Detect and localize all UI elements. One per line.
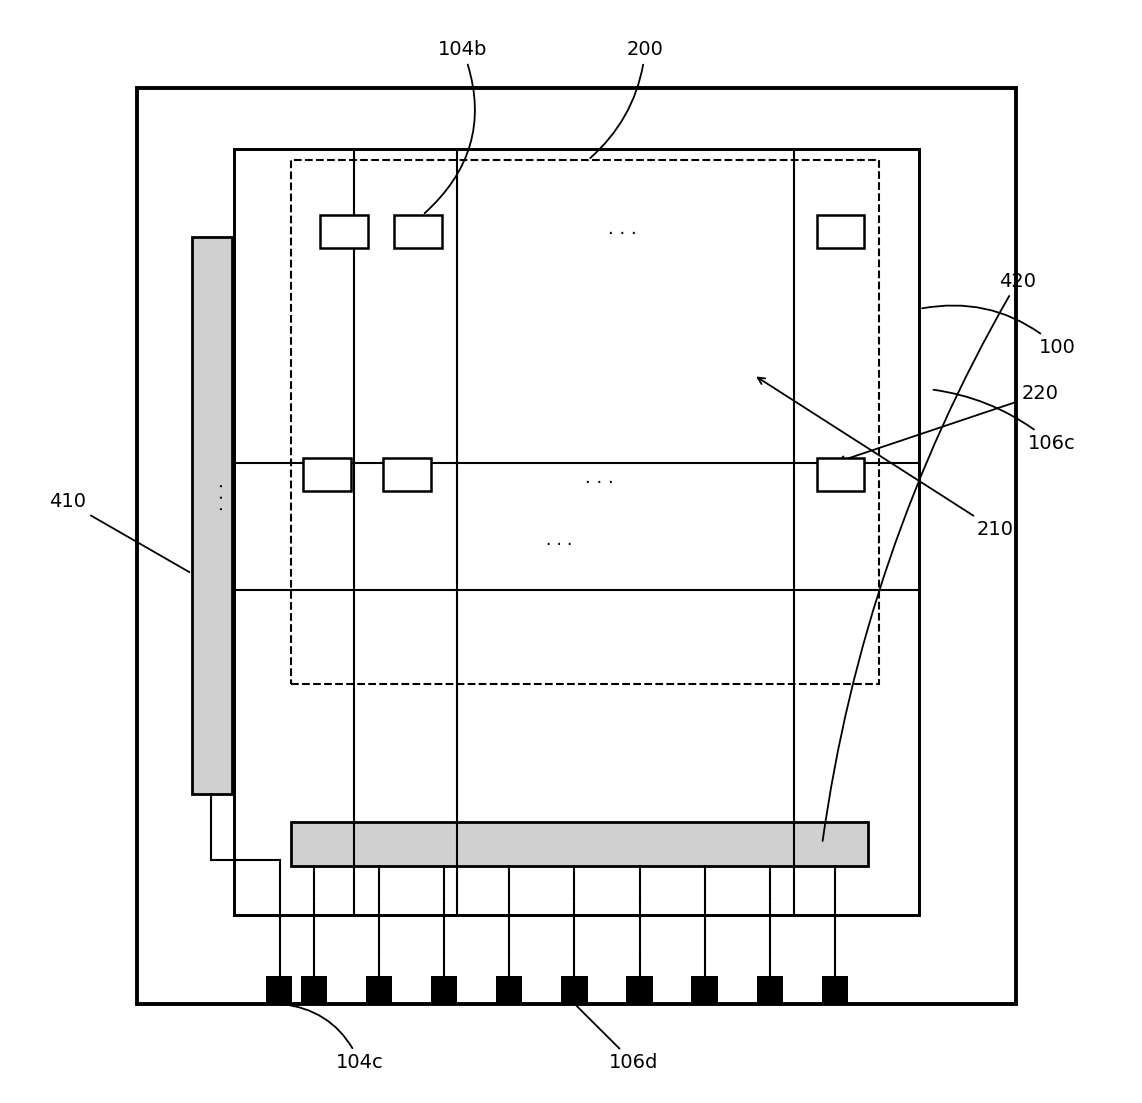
Text: 420: 420 xyxy=(822,271,1036,842)
Bar xyxy=(291,822,868,866)
Text: 104b: 104b xyxy=(425,40,488,213)
Bar xyxy=(627,976,653,1004)
Text: 100: 100 xyxy=(922,306,1076,357)
Text: 220: 220 xyxy=(838,384,1059,463)
Text: 106d: 106d xyxy=(577,1006,659,1072)
Bar xyxy=(192,237,232,794)
Bar xyxy=(365,976,393,1004)
Bar xyxy=(757,976,783,1004)
Bar xyxy=(303,458,351,491)
Bar xyxy=(266,976,292,1004)
Text: 410: 410 xyxy=(49,492,190,572)
Text: 210: 210 xyxy=(758,377,1013,539)
Bar xyxy=(301,976,328,1004)
Text: 104c: 104c xyxy=(282,1004,384,1072)
Bar xyxy=(817,458,864,491)
Bar xyxy=(383,458,431,491)
Bar xyxy=(291,160,879,684)
Bar xyxy=(394,215,442,248)
Bar xyxy=(817,215,864,248)
Text: 106c: 106c xyxy=(933,389,1076,453)
Bar xyxy=(137,88,1016,1004)
Text: . . .: . . . xyxy=(608,221,637,238)
Text: · · ·: · · · xyxy=(214,482,232,511)
Bar xyxy=(692,976,718,1004)
Bar xyxy=(497,976,523,1004)
Text: . . .: . . . xyxy=(585,469,614,486)
Bar xyxy=(822,976,849,1004)
Text: 200: 200 xyxy=(590,40,664,158)
Bar xyxy=(562,976,587,1004)
Bar xyxy=(320,215,368,248)
Text: . . .: . . . xyxy=(547,532,572,549)
Bar xyxy=(432,976,457,1004)
Bar xyxy=(234,149,919,915)
